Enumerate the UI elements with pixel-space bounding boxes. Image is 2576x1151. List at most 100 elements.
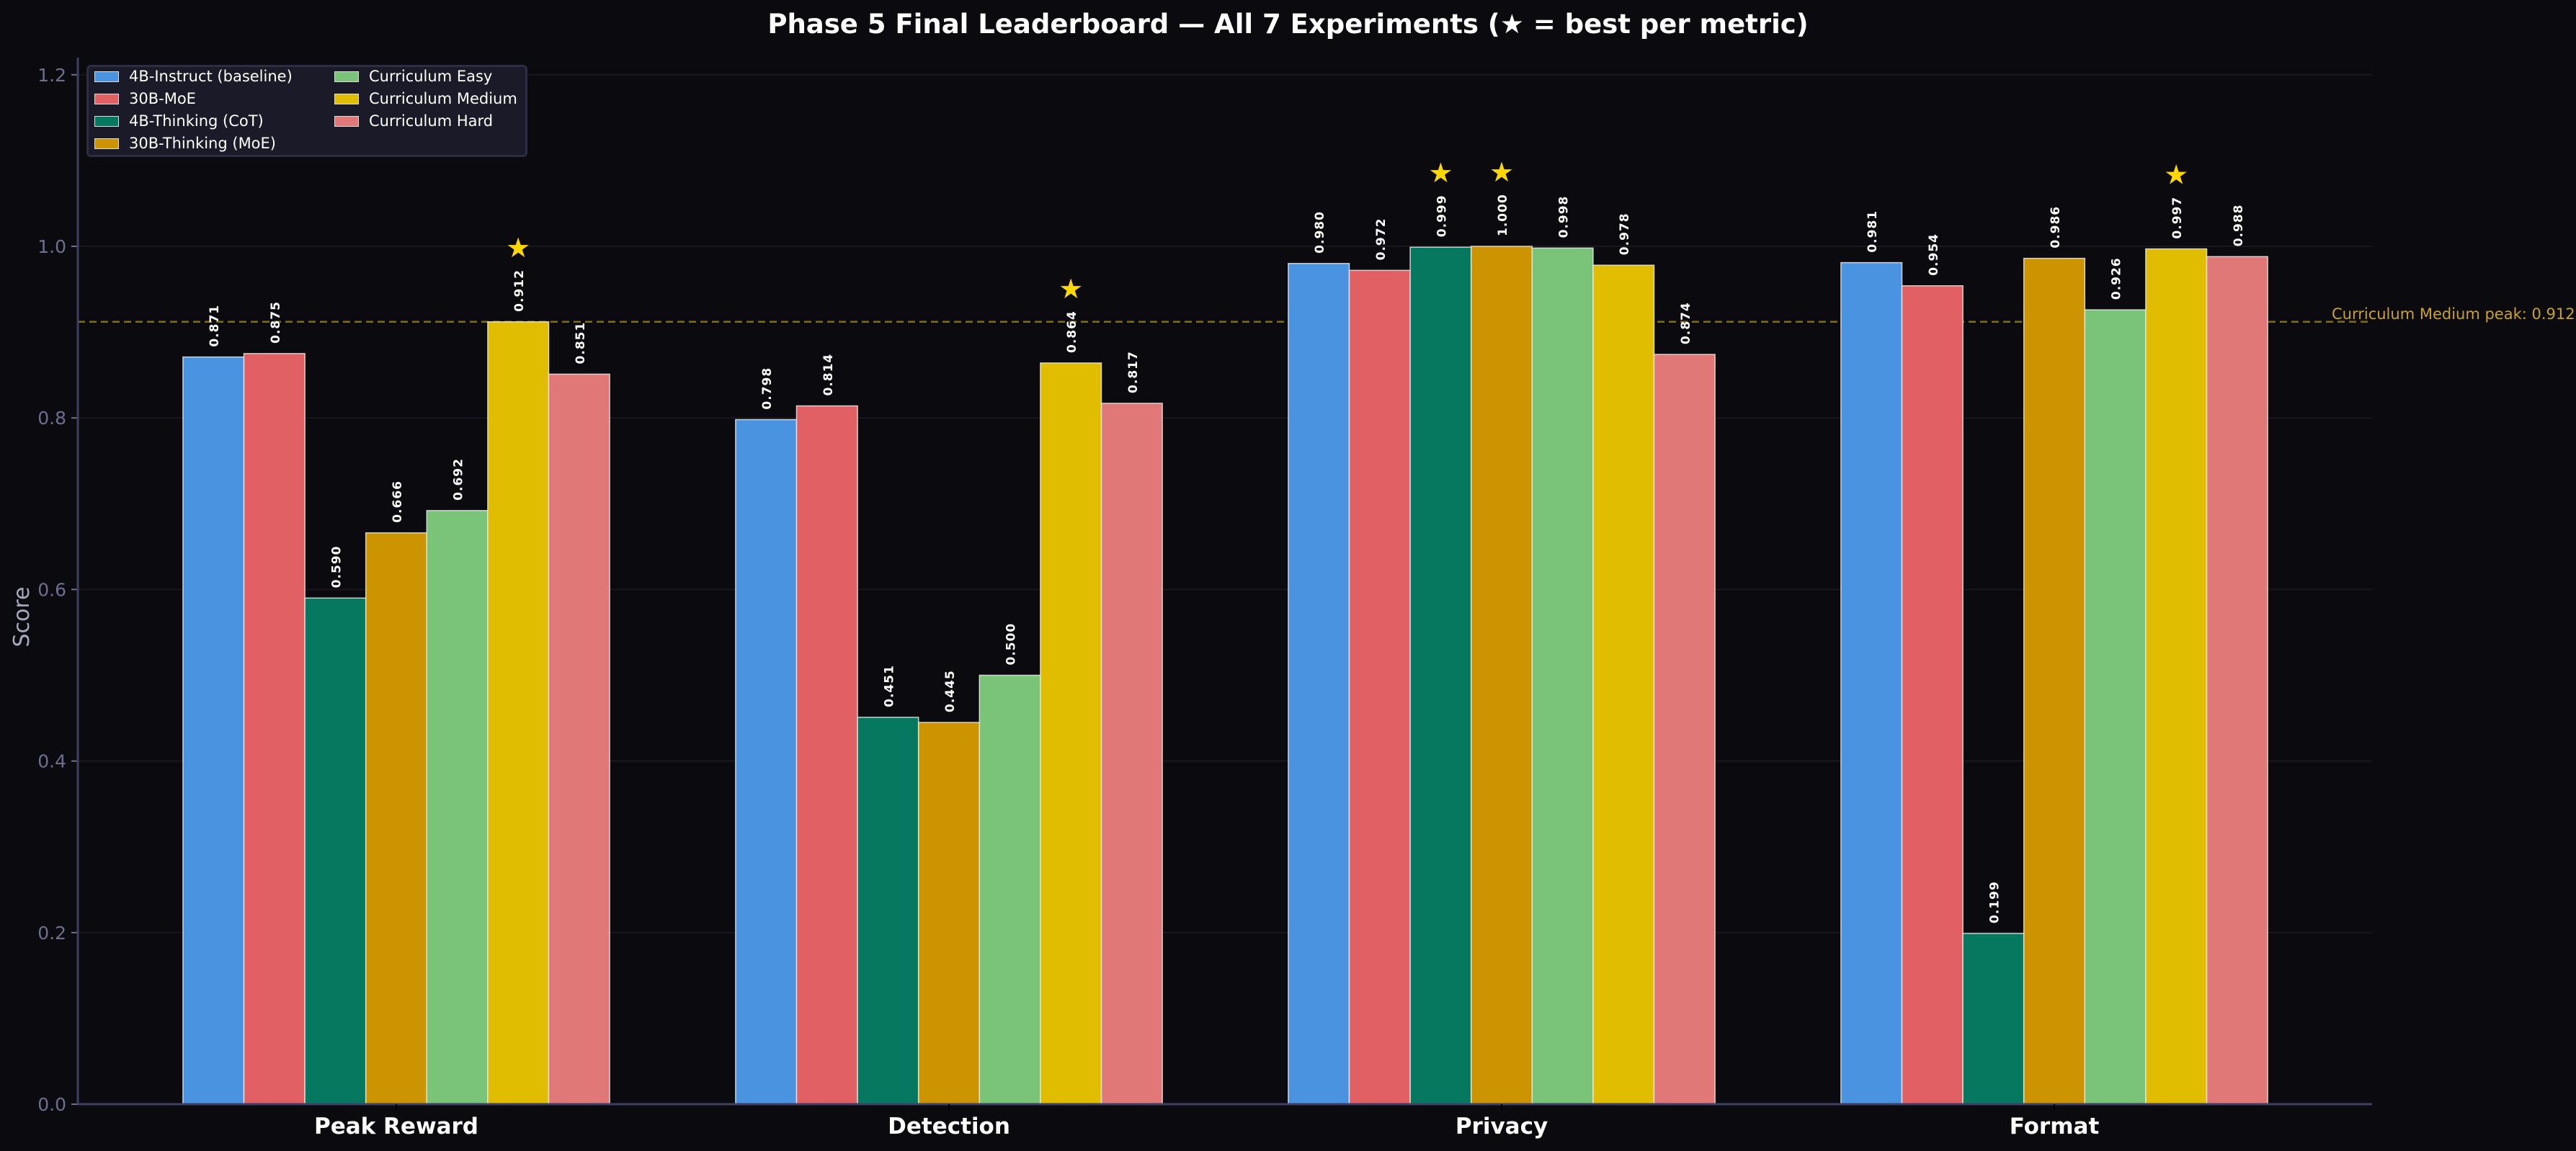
value-label: 0.988 <box>2232 205 2246 247</box>
bar <box>182 356 245 1105</box>
bar <box>2206 256 2268 1105</box>
legend-label: 30B-MoE <box>129 90 196 107</box>
value-label: 0.199 <box>1987 881 2002 923</box>
bar <box>735 418 798 1105</box>
legend-swatch <box>94 71 119 82</box>
y-tick-label: 0.6 <box>37 579 66 600</box>
y-tick-label: 1.2 <box>37 65 66 86</box>
value-label: 0.998 <box>1557 196 1572 238</box>
bar <box>426 510 489 1105</box>
bar <box>1531 247 1594 1105</box>
value-label: 0.590 <box>329 546 344 588</box>
legend-item: 4B-Thinking (CoT) <box>94 110 264 132</box>
bar <box>1470 246 1533 1105</box>
star-icon: ★ <box>1489 156 1514 188</box>
bar <box>1409 246 1472 1105</box>
bar <box>917 722 981 1105</box>
legend-item: Curriculum Medium <box>334 88 517 109</box>
y-tick-label: 0.0 <box>37 1094 66 1115</box>
value-label: 0.871 <box>208 305 222 347</box>
value-label: 0.954 <box>1927 233 1941 276</box>
legend-label: 30B-Thinking (MoE) <box>129 135 276 152</box>
bar <box>548 373 610 1105</box>
value-label: 0.798 <box>760 367 775 410</box>
y-tick-label: 0.2 <box>37 923 66 944</box>
bar <box>2023 257 2086 1105</box>
bar <box>979 674 1041 1105</box>
legend-label: Curriculum Medium <box>369 90 517 107</box>
value-label: 0.999 <box>1435 194 1449 237</box>
bar <box>1592 264 1655 1105</box>
value-label: 0.814 <box>821 354 836 396</box>
value-label: 0.912 <box>512 269 527 312</box>
value-label: 0.666 <box>391 480 405 523</box>
x-tick-label: Format <box>2010 1114 2100 1139</box>
legend-swatch <box>334 71 359 82</box>
legend: 4B-Instruct (baseline) 30B-MoE 4B-Thinking… <box>86 65 527 157</box>
value-label: 1.000 <box>1496 194 1510 236</box>
legend-swatch <box>334 93 359 104</box>
x-tick-label: Detection <box>888 1114 1010 1139</box>
legend-swatch <box>94 115 119 127</box>
star-icon: ★ <box>1059 273 1083 305</box>
value-label: 0.981 <box>1866 210 1880 253</box>
legend-item: 30B-MoE <box>94 88 196 109</box>
bar <box>1348 269 1411 1105</box>
legend-swatch <box>94 93 119 104</box>
chart-title: Phase 5 Final Leaderboard — All 7 Experi… <box>767 9 1809 40</box>
best-markers: ★ ★ ★ ★ ★ <box>506 156 2188 305</box>
legend-label: 4B-Thinking (CoT) <box>129 112 264 130</box>
value-label: 0.817 <box>1126 351 1141 393</box>
value-label: 0.692 <box>452 458 466 501</box>
bar <box>2145 248 2208 1105</box>
value-label: 0.978 <box>1618 212 1632 255</box>
bar <box>857 717 919 1105</box>
x-tick-label: Peak Reward <box>314 1114 478 1139</box>
y-tick-label: 0.8 <box>37 408 66 429</box>
bar <box>1040 362 1102 1105</box>
legend-swatch <box>334 115 359 127</box>
value-label: 0.926 <box>2110 257 2124 300</box>
value-label: 0.445 <box>943 670 958 712</box>
y-tick-label: 0.4 <box>37 751 66 772</box>
bar <box>1653 354 1716 1105</box>
y-axis-label: Score <box>9 586 35 647</box>
bar <box>1100 403 1163 1105</box>
legend-swatch <box>94 138 119 149</box>
star-icon: ★ <box>506 232 530 264</box>
axes: 0.0 0.2 0.4 0.6 0.8 1.0 1.2 Score Peak Reward Det… <box>9 58 2372 1139</box>
value-label: 0.851 <box>574 322 588 364</box>
value-labels: 0.871 0.875 0.590 0.666 0.692 0.912 0.851 0.798… <box>208 194 2246 923</box>
bar <box>1840 261 1903 1105</box>
value-label: 0.997 <box>2170 197 2185 239</box>
value-label: 0.864 <box>1065 310 1079 353</box>
x-tick-label: Privacy <box>1456 1114 1548 1139</box>
bar <box>243 353 306 1105</box>
legend-item: Curriculum Hard <box>334 110 493 132</box>
legend-label: Curriculum Hard <box>369 112 494 130</box>
star-icon: ★ <box>2164 159 2188 191</box>
bar <box>487 321 550 1105</box>
bar <box>1288 263 1350 1105</box>
value-label: 0.874 <box>1679 302 1693 344</box>
legend-label: Curriculum Easy <box>369 68 493 85</box>
bar <box>1962 933 2025 1105</box>
value-label: 0.972 <box>1374 218 1389 261</box>
value-label: 0.875 <box>269 301 283 344</box>
bar <box>1901 285 1964 1105</box>
value-label: 0.980 <box>1313 211 1327 254</box>
value-label: 0.500 <box>1004 623 1019 666</box>
bar <box>365 532 428 1105</box>
legend-label: 4B-Instruct (baseline) <box>129 68 293 85</box>
bars <box>182 246 2268 1105</box>
star-icon: ★ <box>1428 157 1453 189</box>
legend-item: Curriculum Easy <box>334 66 492 87</box>
legend-item: 4B-Instruct (baseline) <box>94 66 293 87</box>
bar <box>2084 309 2147 1105</box>
reference-line-label: Curriculum Medium peak: 0.912 <box>2332 305 2575 323</box>
value-label: 0.451 <box>882 665 896 707</box>
value-label: 0.986 <box>2049 206 2063 248</box>
bar <box>304 597 367 1105</box>
bar <box>795 405 858 1105</box>
